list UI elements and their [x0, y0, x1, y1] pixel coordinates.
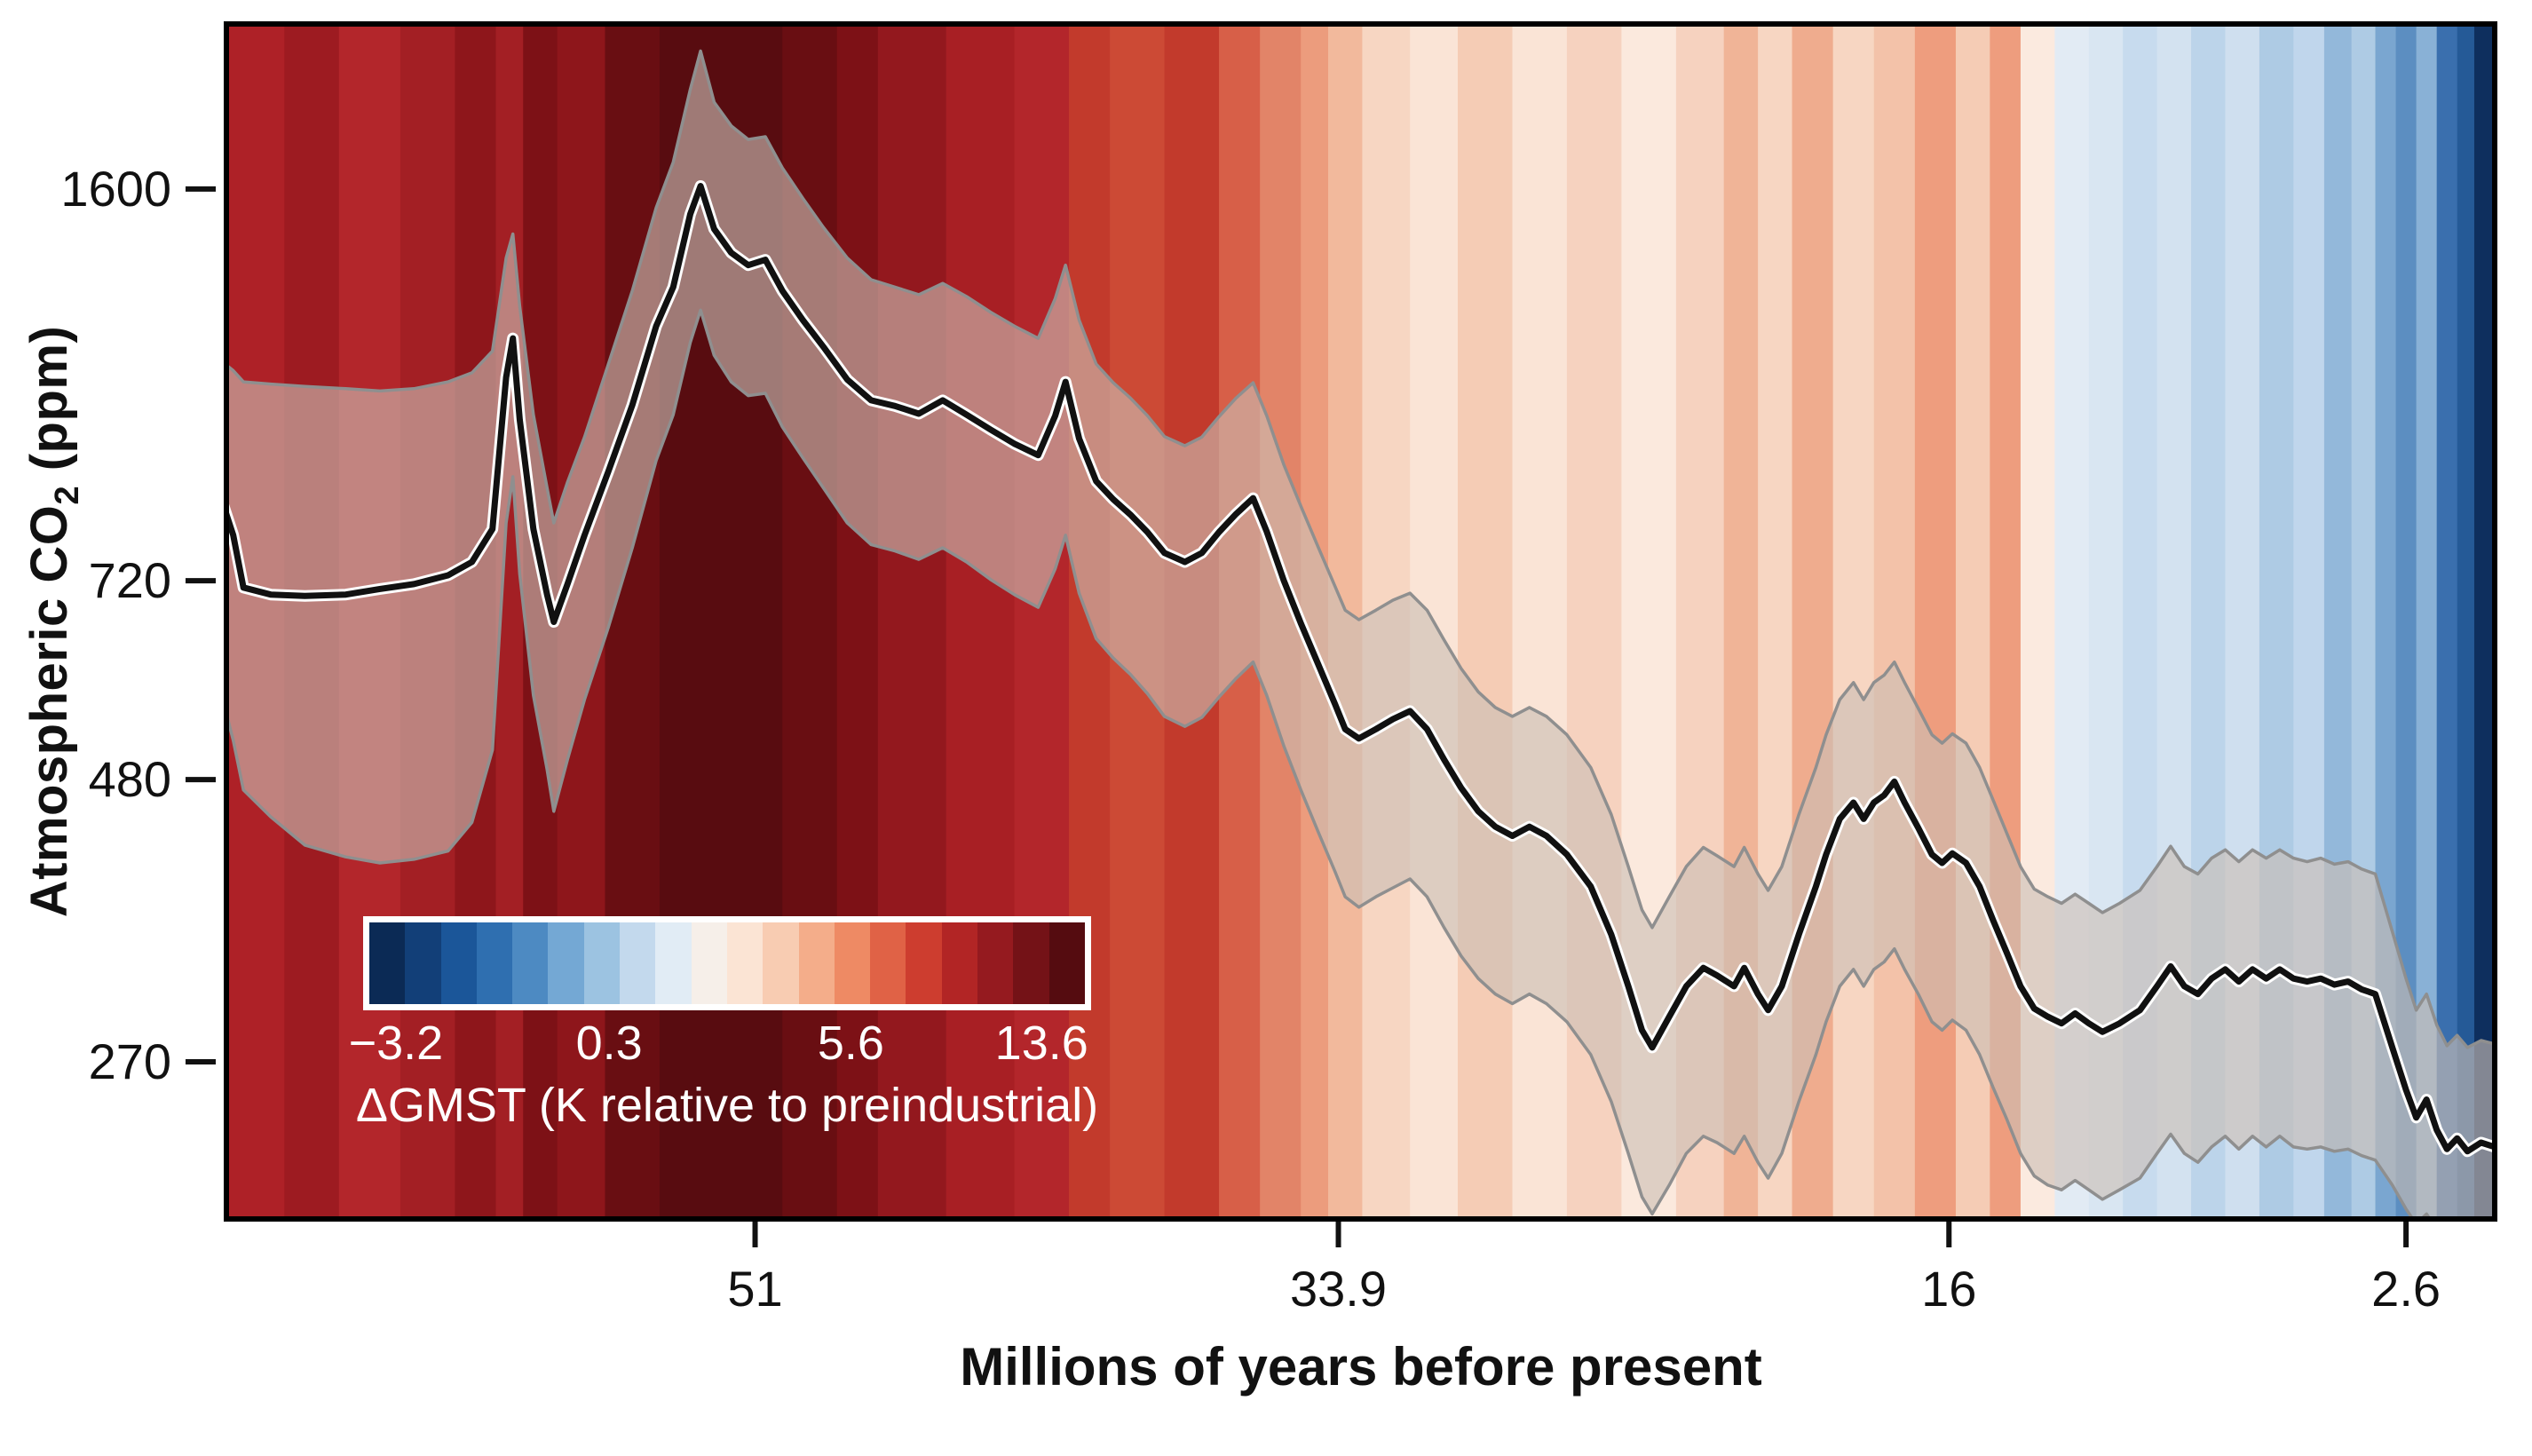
gmst-stripe [1458, 24, 1514, 1219]
colorbar-swatch [583, 922, 621, 1004]
gmst-colorbar-legend: −3.2 0.3 5.6 13.6 ΔGMST (K relative to prei… [349, 916, 1098, 1133]
x-tick-label: 16 [1921, 1261, 1976, 1317]
colorbar-tick-label: 0.3 [575, 1017, 643, 1070]
gmst-stripe [836, 24, 879, 1219]
colorbar-swatch [512, 922, 549, 1004]
gmst-stripe [1512, 24, 1568, 1219]
colorbar-swatch [405, 922, 441, 1004]
colorbar-swatch [906, 922, 942, 1004]
x-tick-label: 2.6 [2371, 1261, 2441, 1317]
colorbar-swatch [440, 922, 477, 1004]
x-tick-label: 51 [727, 1261, 782, 1317]
plot-border [224, 21, 2497, 1222]
colorbar-swatch [977, 922, 1014, 1004]
gmst-stripe [2436, 24, 2458, 1219]
gmst-stripe [1832, 24, 1875, 1219]
gmst-stripe [1873, 24, 1916, 1219]
gmst-stripe [877, 24, 947, 1219]
colorbar-swatch [369, 922, 406, 1004]
gmst-stripe [1914, 24, 1957, 1219]
colorbar-tick-labels: −3.2 0.3 5.6 13.6 [349, 1010, 1091, 1074]
colorbar-swatch [655, 922, 692, 1004]
y-tick-label: 270 [89, 1033, 171, 1089]
x-axis-title: Millions of years before present [960, 1337, 1762, 1397]
colorbar-swatch [476, 922, 513, 1004]
colorbar-swatch [1048, 922, 1085, 1004]
y-tick-label: 1600 [60, 161, 171, 217]
colorbar-swatch [691, 922, 727, 1004]
colorbar-swatch [798, 922, 835, 1004]
x-tick-label: 33.9 [1290, 1261, 1387, 1317]
colorbar [363, 916, 1091, 1010]
co2-line [226, 183, 2495, 1155]
gmst-stripe [2457, 24, 2475, 1219]
colorbar-tick-label: −3.2 [348, 1017, 444, 1070]
y-tick-label: 480 [89, 751, 171, 807]
colorbar-tick-label: 13.6 [994, 1017, 1088, 1070]
colorbar-swatch [548, 922, 584, 1004]
gmst-stripe [946, 24, 1016, 1219]
y-tick-label: 720 [89, 552, 171, 608]
colorbar-tick-label: 5.6 [817, 1017, 884, 1070]
colorbar-swatch [941, 922, 978, 1004]
colorbar-swatch [870, 922, 906, 1004]
colorbar-swatch [1013, 922, 1049, 1004]
co2-uncertainty-band [226, 49, 2495, 1219]
colorbar-swatch [726, 922, 764, 1004]
colorbar-swatch [763, 922, 799, 1004]
colorbar-swatch [834, 922, 871, 1004]
gmst-stripe [1014, 24, 1070, 1219]
colorbar-swatch [620, 922, 656, 1004]
gmst-stripe [2473, 24, 2495, 1219]
colorbar-caption: ΔGMST (K relative to preindustrial) [355, 1079, 1099, 1132]
